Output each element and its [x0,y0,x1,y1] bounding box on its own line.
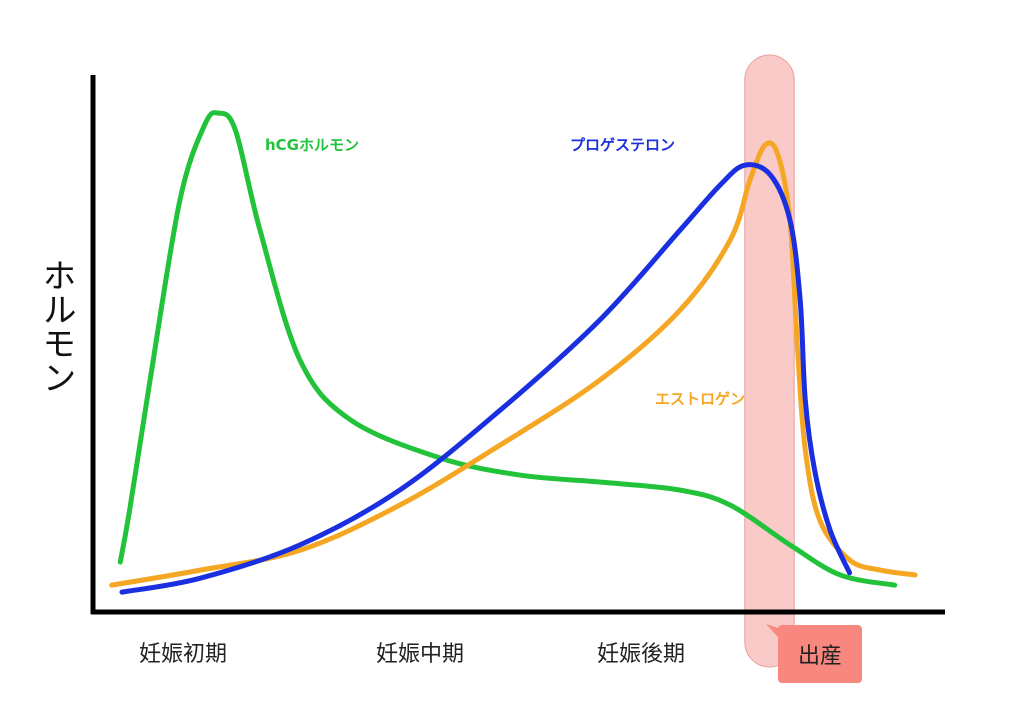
birth-highlight-band [744,54,795,668]
x-tick-label: 妊娠初期 [138,642,228,667]
x-tick-label: 妊娠中期 [375,642,465,667]
series-label-hcg: hCGホルモン [265,136,359,154]
series-label-estrogen: エストロゲン [655,390,746,408]
y-axis-label: ホルモン [36,258,76,394]
birth-label: 出産 [797,644,842,669]
x-tick-label: 妊娠後期 [596,642,686,667]
series-line-1 [109,140,918,588]
series-line-0 [117,110,898,588]
birth-callout: 出産 [778,625,862,683]
series-label-progesterone: プロゲステロン [570,136,676,154]
series-line-2 [119,162,853,595]
